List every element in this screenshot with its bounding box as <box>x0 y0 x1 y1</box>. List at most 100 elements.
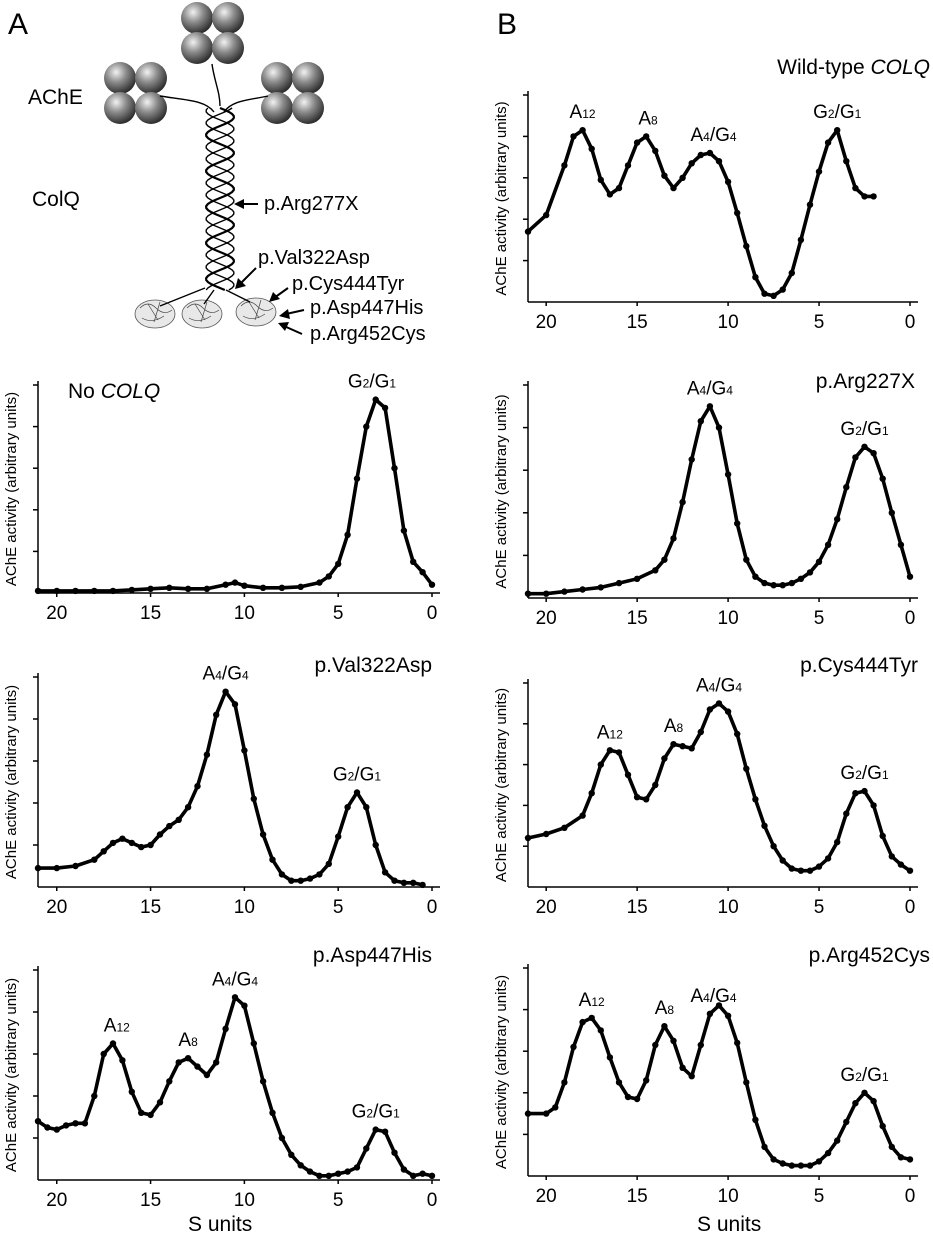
peak-label: A12 <box>579 990 605 1011</box>
data-point <box>335 833 342 840</box>
x-tick-label: 15 <box>627 897 648 918</box>
data-point <box>643 133 650 140</box>
mutation-arrow-arg277x <box>234 199 258 209</box>
data-point <box>770 582 777 589</box>
data-point <box>606 1054 614 1061</box>
data-point <box>119 1057 126 1064</box>
data-point <box>72 587 79 595</box>
data-point <box>870 1097 877 1105</box>
chart-p-cys444tyr: 20 15 10 5 0 AChE activity (arbitrary units) p… <box>493 654 918 918</box>
data-point <box>688 745 695 752</box>
data-point <box>724 178 732 186</box>
x-axis-label-left: S units <box>188 1213 253 1236</box>
data-point <box>184 804 192 811</box>
data-point <box>297 583 304 590</box>
data-point <box>815 863 823 870</box>
data-point <box>843 1118 850 1126</box>
data-point <box>797 867 805 874</box>
peak-label: G2/G1 <box>352 1102 401 1123</box>
data-point <box>770 1156 777 1163</box>
data-point <box>278 1134 286 1142</box>
data-point <box>770 292 777 299</box>
y-axis-label: AChE activity (arbitrary units) <box>493 975 510 1169</box>
data-point <box>906 573 914 580</box>
data-point <box>670 1037 677 1045</box>
data-point <box>788 269 795 277</box>
helix-strand <box>205 106 235 292</box>
y-axis-label: AChE activity (arbitrary units) <box>3 392 20 586</box>
data-point <box>184 585 192 592</box>
data-point <box>344 531 351 538</box>
data-point <box>779 582 786 589</box>
peak-label: A4/G4 <box>690 125 736 146</box>
data-point <box>335 1170 342 1177</box>
data-point <box>752 1116 759 1124</box>
data-point <box>652 147 659 155</box>
peak-label: A4/G4 <box>212 969 258 990</box>
data-point <box>166 822 173 830</box>
data-point <box>888 509 895 516</box>
data-point <box>138 1109 145 1117</box>
data-point <box>222 581 229 588</box>
panel-label-b: B <box>497 8 518 41</box>
data-point <box>734 520 741 527</box>
data-point <box>852 1100 859 1107</box>
data-point <box>552 1104 559 1111</box>
colq-triple-helix <box>205 106 235 292</box>
data-point <box>652 567 659 574</box>
mutation-label-cys444tyr: p.Cys444Tyr <box>292 273 405 295</box>
peak-label: G2/G1 <box>840 763 889 784</box>
c-terminal-domain-2 <box>181 299 223 329</box>
data-point <box>897 541 905 548</box>
x-tick-label: 0 <box>427 1190 438 1211</box>
data-point <box>391 465 398 472</box>
data-point <box>706 149 714 157</box>
ache-tetramer-top <box>181 2 244 64</box>
x-tick-label: 0 <box>905 608 916 629</box>
data-point <box>752 274 759 281</box>
data-point <box>288 877 295 884</box>
x-tick-label: 0 <box>905 312 916 333</box>
data-point <box>806 569 814 576</box>
x-tick-label: 10 <box>718 897 739 918</box>
data-point <box>870 193 877 200</box>
data-point <box>743 765 750 772</box>
data-point <box>410 879 417 886</box>
data-point <box>250 795 257 802</box>
data-point <box>697 151 704 159</box>
x-tick-label: 10 <box>718 1186 739 1207</box>
peak-label: A12 <box>570 102 596 123</box>
chart-p-arg452cys: 20 15 10 5 0 AChE activity (arbitrary units) p… <box>493 944 930 1207</box>
data-point <box>597 1027 604 1034</box>
data-point <box>147 1111 154 1119</box>
data-point <box>372 1126 379 1133</box>
data-point <box>428 1172 436 1180</box>
data-point <box>688 1073 695 1080</box>
data-point <box>888 853 895 860</box>
data-point <box>100 848 107 855</box>
data-point <box>100 1050 107 1058</box>
data-point <box>372 841 379 849</box>
data-point <box>879 1122 886 1130</box>
ache-tetramer-left <box>104 62 167 124</box>
data-point <box>597 761 604 768</box>
chart-title: p.Val322Asp <box>314 654 432 677</box>
data-point <box>570 1043 577 1051</box>
x-tick-label: 10 <box>718 608 739 629</box>
peak-label: A8 <box>178 1030 198 1051</box>
data-point <box>269 856 276 863</box>
x-axis-label-right: S units <box>697 1213 762 1236</box>
series-line <box>527 701 912 873</box>
data-point <box>734 730 741 738</box>
data-point <box>203 1071 211 1079</box>
data-point <box>579 586 586 593</box>
data-point <box>743 242 750 250</box>
data-point <box>250 1040 257 1047</box>
x-tick-label: 10 <box>718 312 739 333</box>
data-point <box>888 1143 895 1151</box>
data-point <box>128 1088 135 1096</box>
x-tick-label: 15 <box>140 1190 161 1211</box>
x-tick-label: 0 <box>905 897 916 918</box>
x-tick-label: 0 <box>427 603 438 624</box>
data-point <box>306 875 314 882</box>
